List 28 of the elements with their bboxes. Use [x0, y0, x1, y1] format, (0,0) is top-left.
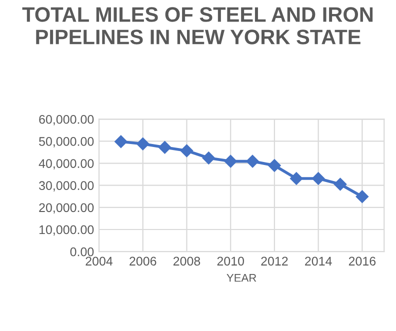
point: [356, 190, 369, 204]
y-tick-label: 0.00: [70, 247, 94, 256]
point: [312, 172, 325, 185]
y-tick-label: 30,000.00: [39, 181, 94, 192]
y-tick-label: 40,000.00: [38, 159, 94, 170]
point: [114, 135, 128, 148]
y-tick-label: 50,000.00: [39, 137, 94, 148]
point: [202, 152, 216, 164]
x-tick-label: 2012: [261, 256, 288, 266]
point: [290, 172, 303, 185]
x-tick-label: 2010: [217, 256, 244, 266]
point: [268, 159, 281, 172]
y-tick-label: 60,000.00: [39, 114, 94, 126]
point: [180, 144, 194, 158]
y-tick-label: 20,000.00: [39, 203, 94, 214]
x-tick-label: 2006: [130, 256, 156, 266]
point: [334, 178, 347, 191]
x-axis-title: YEAR: [226, 274, 256, 282]
point: [224, 154, 238, 168]
x-tick-label: 2008: [173, 256, 200, 266]
point: [246, 154, 259, 168]
x-tick-label: 2014: [305, 256, 332, 266]
point: [136, 137, 150, 150]
point: [158, 140, 172, 154]
x-tick-label: 2016: [348, 256, 376, 266]
x-tick-label: 2004: [86, 256, 113, 266]
chart-title: TOTAL MILES OF STEEL AND IRON PIPELINES IN NEW YORK STATE: [22, 7, 373, 44]
y-tick-label: 10,000.00: [39, 225, 94, 236]
